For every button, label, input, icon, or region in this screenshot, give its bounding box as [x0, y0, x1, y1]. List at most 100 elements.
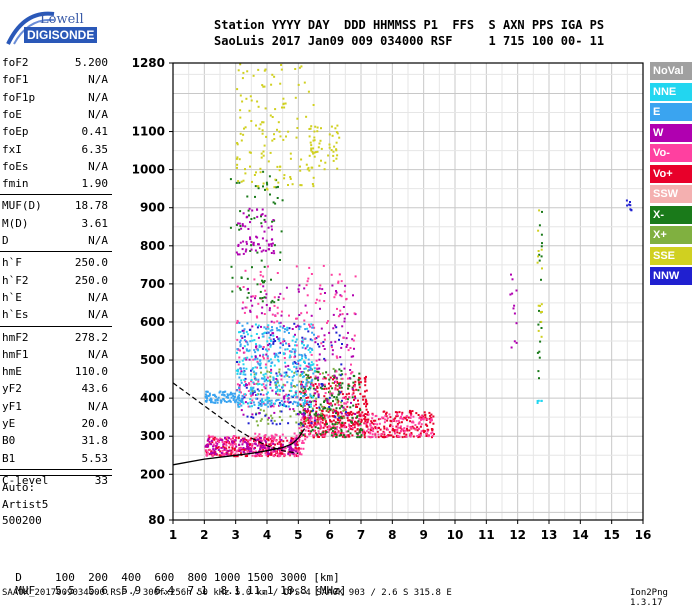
panel-separator: [0, 468, 112, 470]
echo-point: [323, 383, 326, 386]
echo-point: [382, 416, 385, 419]
echo-point: [295, 338, 298, 341]
echo-point: [307, 166, 310, 169]
echo-point: [389, 425, 391, 428]
echo-point: [281, 199, 284, 202]
echo-point: [246, 446, 249, 449]
echo-point: [305, 365, 308, 368]
echo-point: [238, 386, 240, 389]
echo-point: [310, 410, 313, 413]
echo-point: [324, 392, 327, 395]
echo-point: [317, 427, 320, 430]
echo-point: [284, 328, 287, 331]
echo-point: [420, 430, 423, 433]
param-value: 110.0: [74, 365, 108, 379]
echo-point: [381, 436, 384, 438]
echo-point: [254, 351, 257, 354]
echo-point: [357, 378, 360, 381]
echo-point: [249, 165, 251, 168]
param-name: hmE: [2, 365, 22, 379]
echo-point: [336, 398, 339, 401]
echo-point: [335, 355, 338, 358]
echo-point: [395, 435, 398, 438]
echo-point: [366, 425, 369, 428]
panel-separator: [0, 325, 112, 327]
echo-point: [338, 382, 340, 385]
echo-point: [250, 379, 253, 381]
echo-point: [222, 454, 225, 457]
echo-point: [275, 392, 278, 395]
echo-point: [257, 105, 260, 108]
echo-point: [395, 420, 398, 422]
echo-point: [234, 439, 237, 442]
param-value: N/A: [88, 159, 108, 173]
param-name: foF2: [2, 56, 29, 69]
echo-point: [217, 396, 220, 399]
echo-point: [295, 390, 298, 393]
echo-point: [238, 384, 241, 387]
echo-point: [324, 292, 326, 294]
echo-point: [309, 385, 312, 388]
echo-point: [540, 335, 543, 338]
echo-point: [315, 400, 317, 403]
echo-point: [264, 220, 267, 223]
echo-point: [270, 419, 273, 422]
echo-point: [281, 433, 284, 436]
echo-point: [300, 184, 303, 187]
echo-point: [287, 405, 290, 408]
echo-point: [258, 412, 261, 415]
echo-point: [328, 331, 331, 334]
echo-point: [263, 230, 266, 233]
param-value: N/A: [88, 73, 108, 87]
echo-point: [358, 414, 361, 417]
echo-point: [247, 402, 250, 405]
echo-point: [266, 376, 269, 379]
echo-point: [250, 445, 253, 448]
param-row: hmE 110.0: [2, 365, 108, 382]
echo-point: [293, 400, 296, 403]
echo-point: [253, 174, 256, 176]
echo-point: [259, 437, 262, 439]
echo-point: [270, 414, 273, 417]
echo-point: [236, 156, 239, 159]
echo-point: [264, 188, 266, 191]
echo-point: [291, 348, 294, 351]
echo-point: [299, 424, 302, 427]
echo-point: [329, 390, 331, 393]
echo-point: [352, 339, 355, 342]
echo-point: [209, 397, 212, 400]
echo-point: [330, 344, 333, 347]
echo-point: [307, 369, 310, 372]
echo-point: [401, 428, 404, 431]
echo-point: [356, 428, 359, 431]
echo-point: [297, 423, 300, 426]
echo-point: [265, 384, 268, 387]
echo-point: [306, 425, 309, 428]
echo-point: [310, 144, 313, 147]
echo-point: [269, 386, 272, 389]
echo-point: [281, 419, 284, 422]
echo-point: [262, 150, 265, 153]
echo-point: [409, 435, 412, 438]
echo-point: [274, 356, 277, 359]
echo-point: [238, 391, 241, 394]
echo-point: [242, 212, 245, 215]
echo-point: [330, 273, 333, 276]
echo-point: [388, 413, 391, 416]
echo-point: [359, 377, 362, 380]
echo-point: [278, 368, 281, 371]
echo-point: [349, 372, 352, 375]
virtual-height-trace: [172, 428, 306, 466]
echo-point: [340, 377, 343, 380]
echo-point: [242, 370, 245, 373]
echo-point: [247, 445, 250, 448]
echo-point: [292, 439, 295, 442]
echo-point: [340, 346, 343, 349]
echo-point: [240, 370, 243, 373]
echo-point: [265, 332, 268, 334]
y-tick-label: 1280: [132, 56, 165, 70]
echo-point: [371, 433, 374, 436]
echo-point: [272, 451, 275, 453]
echo-point: [216, 447, 219, 450]
echo-point: [246, 450, 249, 453]
